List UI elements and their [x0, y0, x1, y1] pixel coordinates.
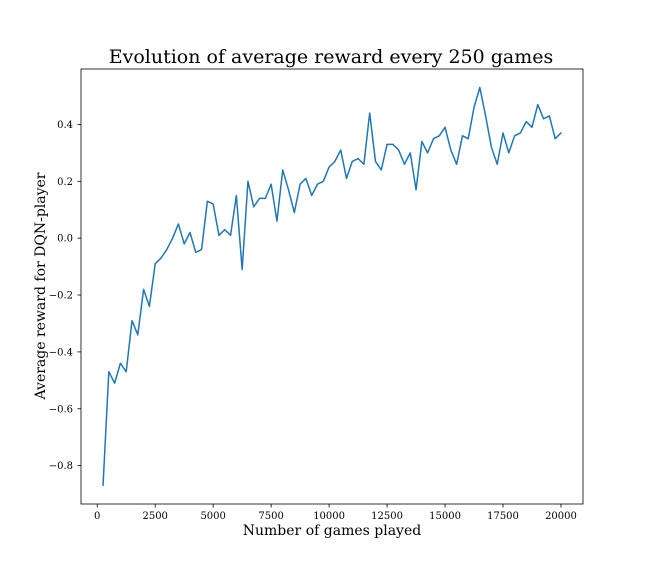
x-tick-label: 20000: [545, 511, 577, 522]
x-axis-title: Number of games played: [243, 523, 421, 539]
x-tick-label: 0: [94, 511, 100, 522]
plot-frame: [80, 68, 584, 505]
y-tick-label: −0.8: [49, 461, 73, 472]
y-axis-title: Average reward for DQN-player: [33, 172, 49, 400]
x-tick-label: 12500: [371, 511, 403, 522]
y-tick-label: −0.4: [49, 347, 73, 358]
x-tick-label: 17500: [487, 511, 519, 522]
y-tick-label: 0.2: [57, 177, 73, 188]
x-tick-label: 7500: [258, 511, 283, 522]
y-axis: −0.8 −0.6 −0.4 −0.2 0.0 0.2 0.4: [49, 120, 81, 472]
y-tick-label: −0.6: [49, 404, 73, 415]
x-tick-label: 5000: [200, 511, 225, 522]
x-tick-label: 10000: [313, 511, 345, 522]
y-tick-label: 0.4: [57, 120, 73, 131]
y-tick-label: −0.2: [49, 291, 73, 302]
chart-title: Evolution of average reward every 250 ga…: [109, 46, 554, 68]
y-tick-label: 0.0: [57, 234, 73, 245]
x-tick-label: 15000: [429, 511, 461, 522]
series-layer: [102, 86, 562, 487]
series-line-0: [102, 86, 562, 487]
x-axis: 0 2500 5000 7500 10000 12500 15000 17500 20000: [94, 504, 577, 522]
x-tick-label: 2500: [142, 511, 167, 522]
